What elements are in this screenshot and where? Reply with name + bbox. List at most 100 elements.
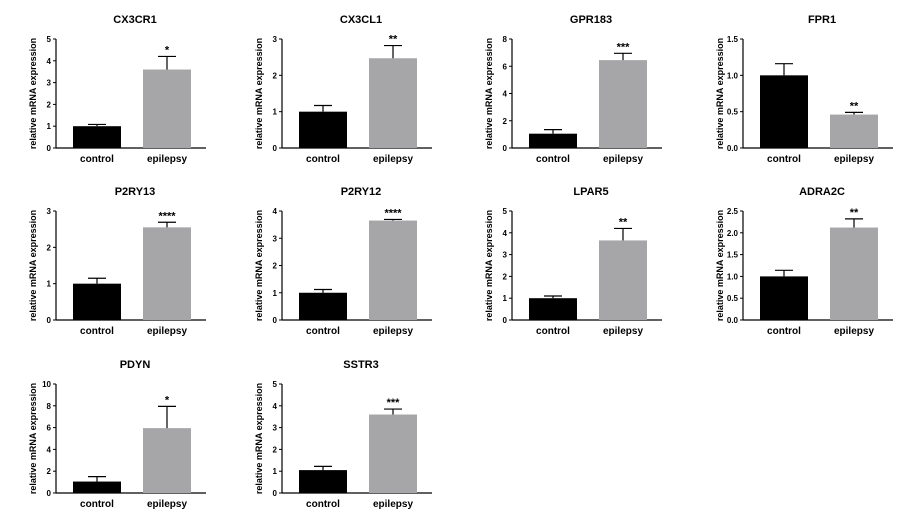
y-tick-label: 1 [273,108,278,117]
bar-control [73,126,121,148]
significance-marker: ** [850,207,859,219]
significance-marker: ** [619,216,628,228]
y-tick-label: 3 [273,424,278,433]
y-axis-label: relative mRNA expression [715,210,725,321]
bar-epilepsy [599,60,647,148]
y-tick-label: 2 [47,243,52,252]
panel-title: P2RY12 [341,186,382,198]
panel-sstr3: SSTR3 relative mRNA expression 0 1 2 3 4 5 contr… [254,359,432,510]
bar-epilepsy [143,69,191,148]
y-tick-label: 1.5 [727,35,739,44]
bar-control [299,111,347,148]
significance-marker: **** [384,207,402,219]
category-label-control: control [306,154,340,165]
panel-p2ry12: P2RY12 relative mRNA expression 0 1 2 3 4 contr… [254,186,432,337]
bar-control [760,276,808,320]
panel-title: SSTR3 [343,359,378,371]
significance-marker: **** [158,210,176,222]
y-axis-label: relative mRNA expression [254,210,264,321]
category-label-control: control [767,326,801,337]
bar-epilepsy [143,227,191,320]
panel-title: FPR1 [808,14,836,26]
y-tick-label: 0.5 [727,294,739,303]
y-tick-label: 8 [47,402,52,411]
y-tick-label: 4 [503,90,508,99]
y-tick-label: 2 [273,71,278,80]
y-tick-label: 2 [47,100,52,109]
y-tick-label: 1.0 [727,272,739,281]
category-label-epilepsy: epilepsy [834,154,874,165]
y-tick-label: 1.5 [727,251,739,260]
category-label-control: control [767,154,801,165]
panel-lpar5: LPAR5 relative mRNA expression 0 1 2 3 4 5 contr… [484,186,662,337]
category-label-epilepsy: epilepsy [373,326,413,337]
y-tick-label: 1 [47,280,52,289]
y-tick-label: 0 [503,316,508,325]
category-label-control: control [536,326,570,337]
category-label-control: control [80,154,114,165]
bar-epilepsy [369,220,417,320]
y-axis-label: relative mRNA expression [28,383,38,494]
bar-control [73,481,121,493]
panel-title: PDYN [120,359,151,371]
y-tick-label: 0 [273,316,278,325]
y-tick-label: 2 [503,272,508,281]
category-label-epilepsy: epilepsy [834,326,874,337]
y-axis-label: relative mRNA expression [484,38,494,149]
y-tick-label: 0 [47,489,52,498]
y-tick-label: 0 [503,144,508,153]
y-tick-label: 0.0 [727,316,739,325]
y-tick-label: 5 [503,207,508,216]
y-tick-label: 4 [47,445,52,454]
panel-title: CX3CR1 [113,14,156,26]
category-label-epilepsy: epilepsy [373,499,413,510]
y-tick-label: 6 [503,62,508,71]
y-tick-label: 1 [273,467,278,476]
bar-control [299,292,347,320]
y-tick-label: 2 [273,445,278,454]
bar-control [529,133,577,148]
y-tick-label: 2 [47,467,52,476]
y-tick-label: 3 [47,207,52,216]
category-label-epilepsy: epilepsy [373,154,413,165]
category-label-control: control [306,326,340,337]
bar-epilepsy [369,414,417,493]
y-tick-label: 5 [273,380,278,389]
y-tick-label: 6 [47,424,52,433]
panel-title: P2RY13 [115,186,156,198]
y-tick-label: 2.0 [727,229,739,238]
y-axis-label: relative mRNA expression [715,38,725,149]
panel-p2ry13: P2RY13 relative mRNA expression 0 1 2 3 contro… [28,186,206,337]
y-tick-label: 3 [273,35,278,44]
significance-marker: * [165,44,170,56]
panel-adra2c: ADRA2C relative mRNA expression 0.0 0.5 1.0 1… [715,186,893,337]
bar-control [529,298,577,320]
y-axis-label: relative mRNA expression [484,210,494,321]
y-axis-label: relative mRNA expression [254,383,264,494]
panel-cx3cl1: CX3CL1 relative mRNA expression 0 1 2 3 contro… [254,14,432,165]
significance-marker: * [165,394,170,406]
panel-gpr183: GPR183 relative mRNA expression 0 2 4 6 8 contr… [484,14,662,165]
y-tick-label: 4 [273,402,278,411]
y-axis-label: relative mRNA expression [254,38,264,149]
category-label-control: control [80,326,114,337]
y-tick-label: 0 [273,489,278,498]
bar-control [73,283,121,320]
y-tick-label: 4 [47,57,52,66]
y-tick-label: 2.5 [727,207,739,216]
category-label-control: control [536,154,570,165]
y-tick-label: 5 [47,35,52,44]
category-label-epilepsy: epilepsy [147,326,187,337]
significance-marker: ** [850,100,859,112]
bar-epilepsy [830,114,878,148]
y-axis-label: relative mRNA expression [28,38,38,149]
y-tick-label: 4 [273,207,278,216]
y-tick-label: 2 [273,262,278,271]
panel-cx3cr1: CX3CR1 relative mRNA expression 0 1 2 3 4 5 cont… [28,14,206,165]
y-tick-label: 0 [47,144,52,153]
bar-epilepsy [143,428,191,493]
y-tick-label: 0.0 [727,144,739,153]
y-tick-label: 4 [503,229,508,238]
y-tick-label: 2 [503,117,508,126]
